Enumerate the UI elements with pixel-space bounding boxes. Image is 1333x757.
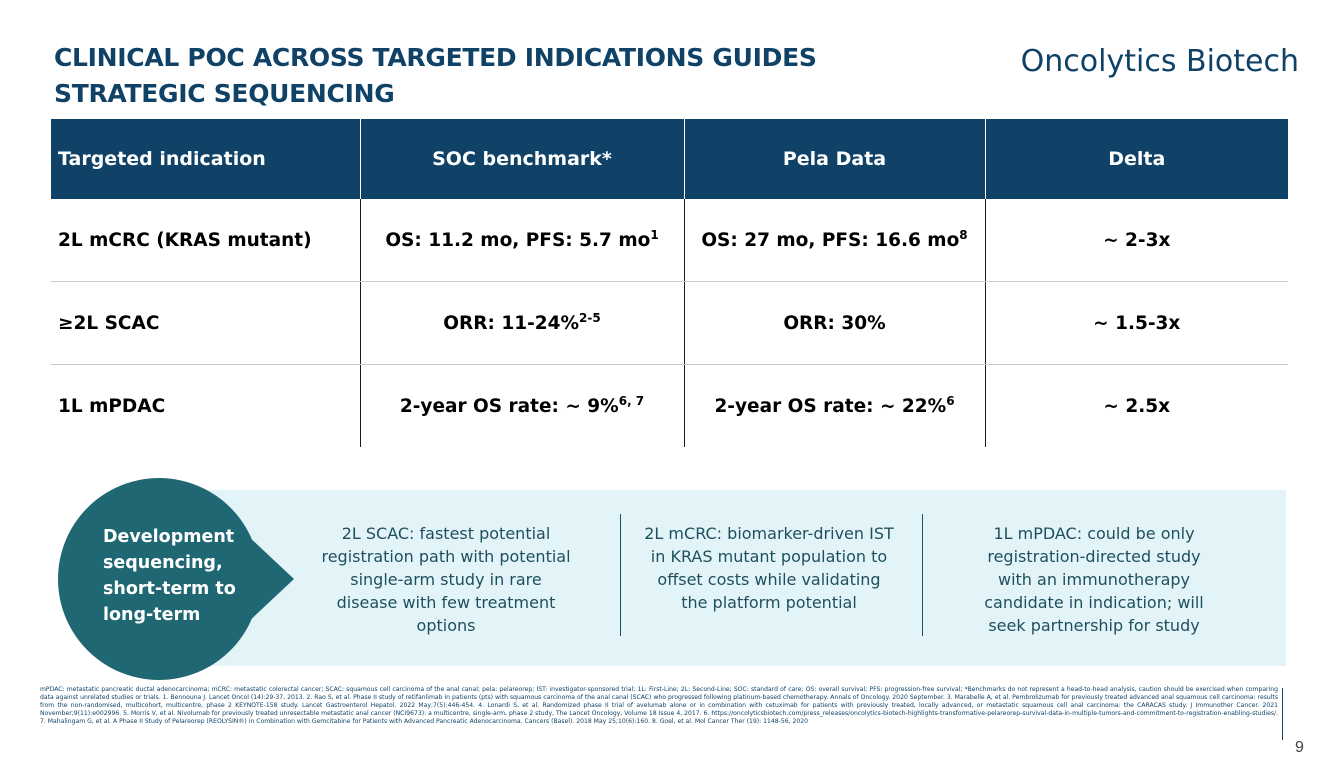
title-line-1: CLINICAL POC ACROSS TARGETED INDICATIONS… — [54, 43, 817, 72]
cell-delta: ~ 2-3x — [984, 199, 1288, 282]
table-header-row: Targeted indication SOC benchmark* Pela … — [51, 119, 1288, 199]
cell-indication: 1L mPDAC — [58, 395, 166, 417]
soc-reference: 1 — [650, 227, 659, 242]
page-number-divider — [1282, 688, 1283, 740]
title-line-2: STRATEGIC SEQUENCING — [54, 79, 395, 108]
page-number: 9 — [1295, 739, 1304, 756]
cell-pela: 2-year OS rate: ~ 22%6 — [683, 364, 985, 447]
header-indication: Targeted indication — [51, 119, 360, 199]
table-row: 2L mCRC (KRAS mutant) OS: 11.2 mo, PFS: … — [51, 199, 1288, 282]
pela-value: ORR: 30% — [783, 312, 886, 334]
pela-value: 2-year OS rate: ~ 22% — [714, 395, 947, 417]
column-divider — [620, 514, 621, 636]
header-soc-benchmark: SOC benchmark* — [359, 119, 684, 199]
cell-indication: 2L mCRC (KRAS mutant) — [51, 199, 360, 282]
indication-table: Targeted indication SOC benchmark* Pela … — [51, 119, 1288, 447]
pela-reference: 8 — [959, 227, 968, 242]
cell-indication: ≥2L SCAC — [51, 281, 360, 365]
company-brand: Oncolytics Biotech — [1020, 44, 1299, 79]
sequencing-panel — [188, 490, 1286, 666]
bubble-pointer — [246, 534, 294, 624]
header-pela-data: Pela Data — [683, 119, 985, 199]
sequencing-item-mcrc: 2L mCRC: biomarker-driven IST in KRAS mu… — [644, 524, 894, 612]
cell-soc: OS: 11.2 mo, PFS: 5.7 mo1 — [359, 199, 684, 282]
cell-delta: ~ 1.5-3x — [984, 281, 1288, 365]
cell-soc: 2-year OS rate: ~ 9%6, 7 — [359, 364, 684, 447]
cell-soc: ORR: 11-24%2-5 — [359, 281, 684, 365]
soc-reference: 2-5 — [579, 310, 601, 325]
cell-pela: ORR: 30% — [683, 281, 985, 365]
header-delta: Delta — [984, 119, 1288, 199]
sequencing-item-mpdac: 1L mPDAC: could be only registration-dir… — [984, 524, 1204, 635]
cell-delta: ~ 2.5x — [984, 364, 1288, 447]
cell-pela: OS: 27 mo, PFS: 16.6 mo8 — [683, 199, 985, 282]
pela-value: OS: 27 mo, PFS: 16.6 mo — [701, 229, 960, 251]
pela-reference: 6 — [946, 393, 955, 408]
sequencing-bubble — [58, 478, 260, 680]
soc-value: 2-year OS rate: ~ 9% — [399, 395, 619, 417]
soc-value: OS: 11.2 mo, PFS: 5.7 mo — [385, 229, 651, 251]
column-divider — [922, 514, 923, 636]
sequencing-bubble-label: Development sequencing, short-term to lo… — [103, 527, 236, 625]
table-row: 1L mPDAC 2-year OS rate: ~ 9%6, 7 2-year… — [51, 364, 1288, 447]
sequencing-item-scac: 2L SCAC: fastest potential registration … — [321, 524, 571, 635]
table-row: ≥2L SCAC ORR: 11-24%2-5 ORR: 30% ~ 1.5-3… — [51, 281, 1288, 365]
slide-title: CLINICAL POC ACROSS TARGETED INDICATIONS… — [54, 40, 874, 112]
footnote-references: mPDAC: metastatic pancreatic ductal aden… — [40, 686, 1278, 725]
soc-reference: 6, 7 — [618, 393, 645, 408]
soc-value: ORR: 11-24% — [443, 312, 580, 334]
